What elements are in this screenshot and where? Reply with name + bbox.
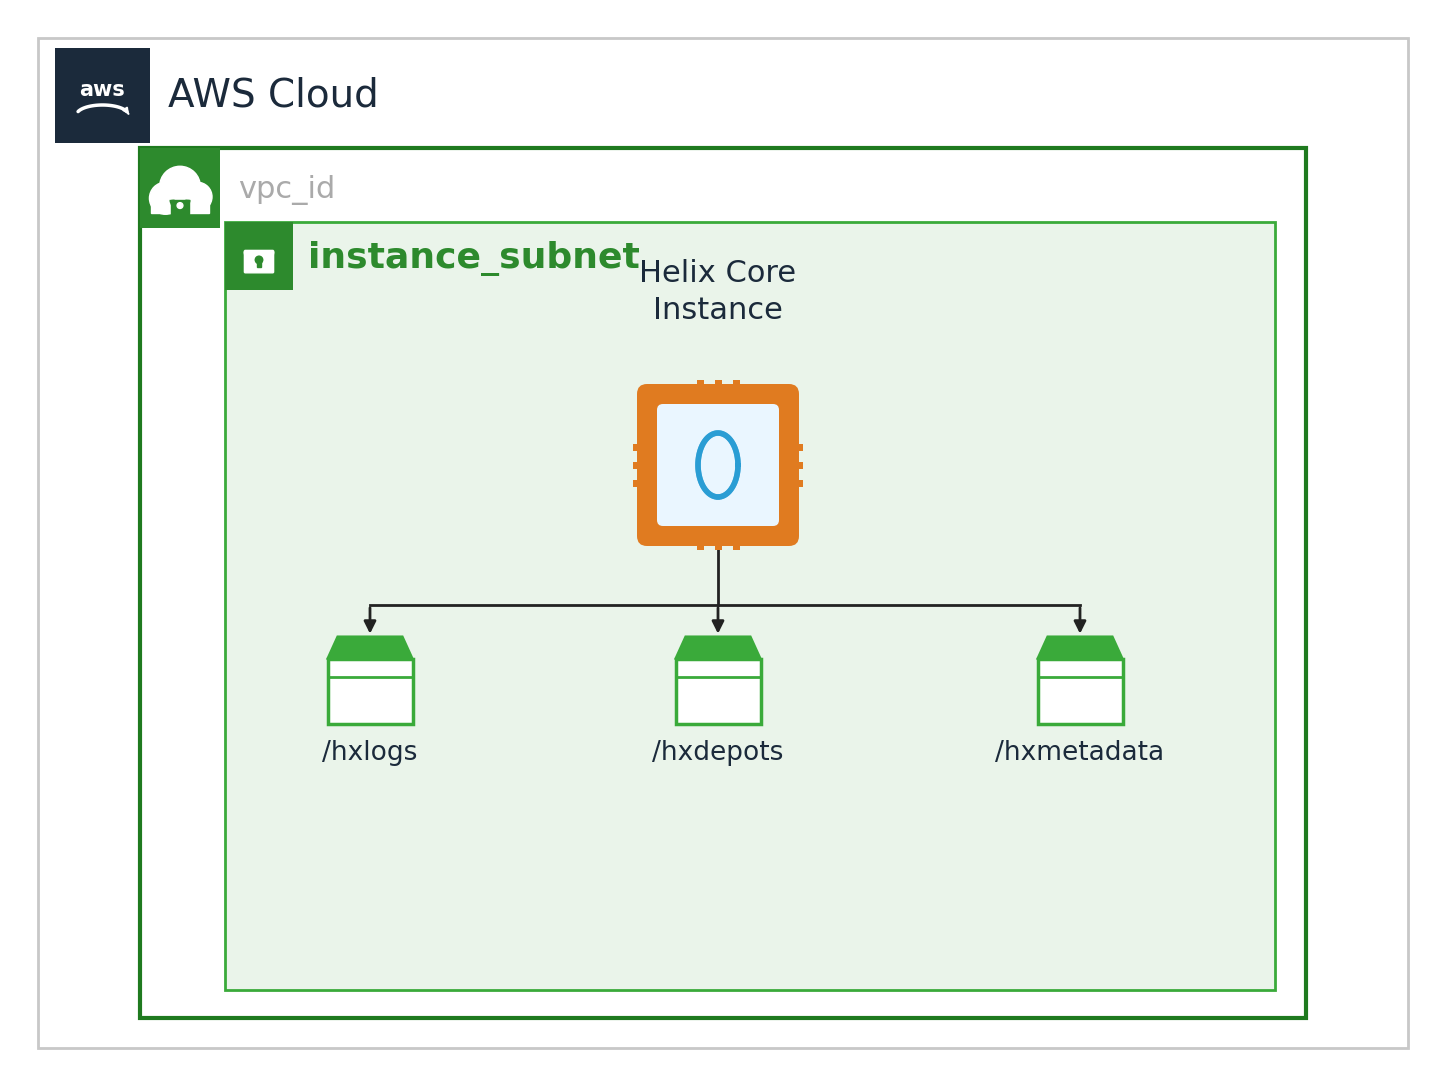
Bar [327, 658, 412, 723]
Text: aws: aws [80, 80, 126, 100]
Text: /hxmetadata: /hxmetadata [995, 740, 1164, 766]
Circle shape [149, 182, 181, 214]
Bar [790, 480, 803, 487]
FancyBboxPatch shape [638, 384, 800, 546]
Bar [714, 380, 722, 394]
Bar [790, 443, 803, 451]
Polygon shape [1037, 636, 1122, 658]
Circle shape [182, 182, 213, 212]
Bar [55, 48, 150, 143]
Bar [171, 200, 189, 214]
Bar [733, 380, 739, 394]
Bar [633, 480, 646, 487]
Bar [697, 380, 704, 394]
Circle shape [159, 166, 201, 207]
Text: Helix Core
Instance: Helix Core Instance [639, 258, 797, 325]
Text: vpc_id: vpc_id [239, 175, 335, 205]
Bar [714, 536, 722, 550]
Bar [633, 462, 646, 468]
FancyBboxPatch shape [656, 404, 779, 526]
Bar [226, 222, 1275, 990]
Bar [140, 148, 1306, 1018]
Bar [226, 222, 294, 290]
Text: /hxdepots: /hxdepots [652, 740, 784, 766]
Bar [257, 260, 260, 267]
Bar [697, 536, 704, 550]
Text: AWS Cloud: AWS Cloud [168, 76, 379, 114]
Bar [733, 536, 739, 550]
Circle shape [176, 203, 182, 209]
Bar [790, 462, 803, 468]
Circle shape [256, 256, 263, 264]
Bar [150, 199, 210, 213]
Text: instance_subnet: instance_subnet [308, 240, 641, 276]
Polygon shape [327, 636, 412, 658]
Bar [633, 443, 646, 451]
Bar [1037, 658, 1122, 723]
Bar [675, 658, 761, 723]
Polygon shape [675, 636, 761, 658]
FancyBboxPatch shape [244, 251, 273, 273]
Text: /hxlogs: /hxlogs [322, 740, 418, 766]
Bar [140, 148, 220, 228]
